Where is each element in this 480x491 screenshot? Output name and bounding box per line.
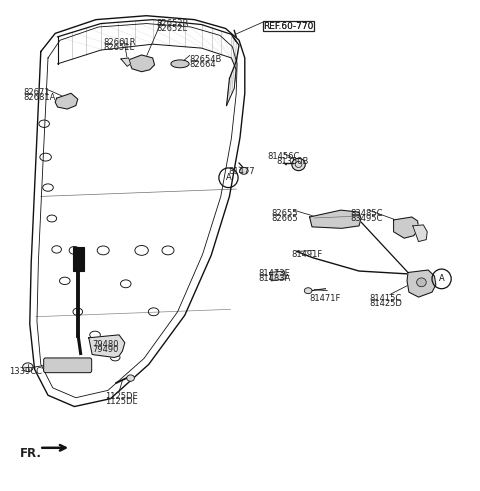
Text: FR.: FR. (20, 447, 42, 460)
Text: 82681A: 82681A (23, 93, 55, 102)
Polygon shape (270, 271, 286, 281)
Text: 81471F: 81471F (310, 294, 341, 302)
Text: A: A (439, 274, 444, 283)
Text: REF.60-770: REF.60-770 (263, 22, 313, 30)
Text: 82651L: 82651L (103, 43, 134, 52)
Text: 82671: 82671 (23, 88, 49, 97)
Text: 83485C: 83485C (350, 209, 383, 218)
Text: 81415C: 81415C (370, 294, 402, 302)
Ellipse shape (292, 158, 305, 170)
Text: 82652L: 82652L (156, 24, 187, 32)
Text: 81491F: 81491F (292, 250, 323, 259)
Text: 81473E: 81473E (258, 269, 290, 278)
Text: 82654B: 82654B (190, 55, 222, 64)
Text: 83495C: 83495C (350, 214, 383, 222)
Text: 82664: 82664 (190, 60, 216, 69)
Text: 81456C: 81456C (268, 152, 300, 161)
Text: 79480: 79480 (92, 340, 119, 349)
FancyBboxPatch shape (73, 247, 84, 271)
Text: 81477: 81477 (228, 167, 254, 176)
Text: 81350B: 81350B (276, 157, 308, 166)
Text: 82665: 82665 (271, 214, 298, 222)
Ellipse shape (304, 288, 312, 294)
FancyBboxPatch shape (44, 358, 92, 373)
Text: 1125DL: 1125DL (105, 397, 137, 406)
Ellipse shape (23, 363, 33, 372)
Polygon shape (394, 217, 419, 238)
Text: 82652R: 82652R (156, 19, 188, 27)
Ellipse shape (417, 278, 426, 287)
Text: REF.60-770: REF.60-770 (263, 22, 313, 30)
Text: 81483A: 81483A (258, 274, 290, 283)
Polygon shape (89, 335, 125, 357)
Text: 1339CC: 1339CC (9, 367, 42, 376)
Polygon shape (121, 58, 131, 66)
Text: A: A (226, 173, 231, 182)
Polygon shape (55, 93, 78, 109)
Ellipse shape (240, 167, 248, 174)
Polygon shape (413, 225, 427, 242)
Polygon shape (407, 270, 436, 297)
Ellipse shape (171, 60, 189, 68)
Text: 82661R: 82661R (103, 38, 136, 47)
Text: 1125DE: 1125DE (105, 392, 137, 401)
Ellipse shape (127, 375, 134, 381)
Text: 81425D: 81425D (370, 299, 402, 307)
Polygon shape (129, 55, 155, 72)
Text: 79490: 79490 (92, 345, 119, 354)
Polygon shape (310, 210, 361, 228)
Text: 82655: 82655 (271, 209, 298, 218)
